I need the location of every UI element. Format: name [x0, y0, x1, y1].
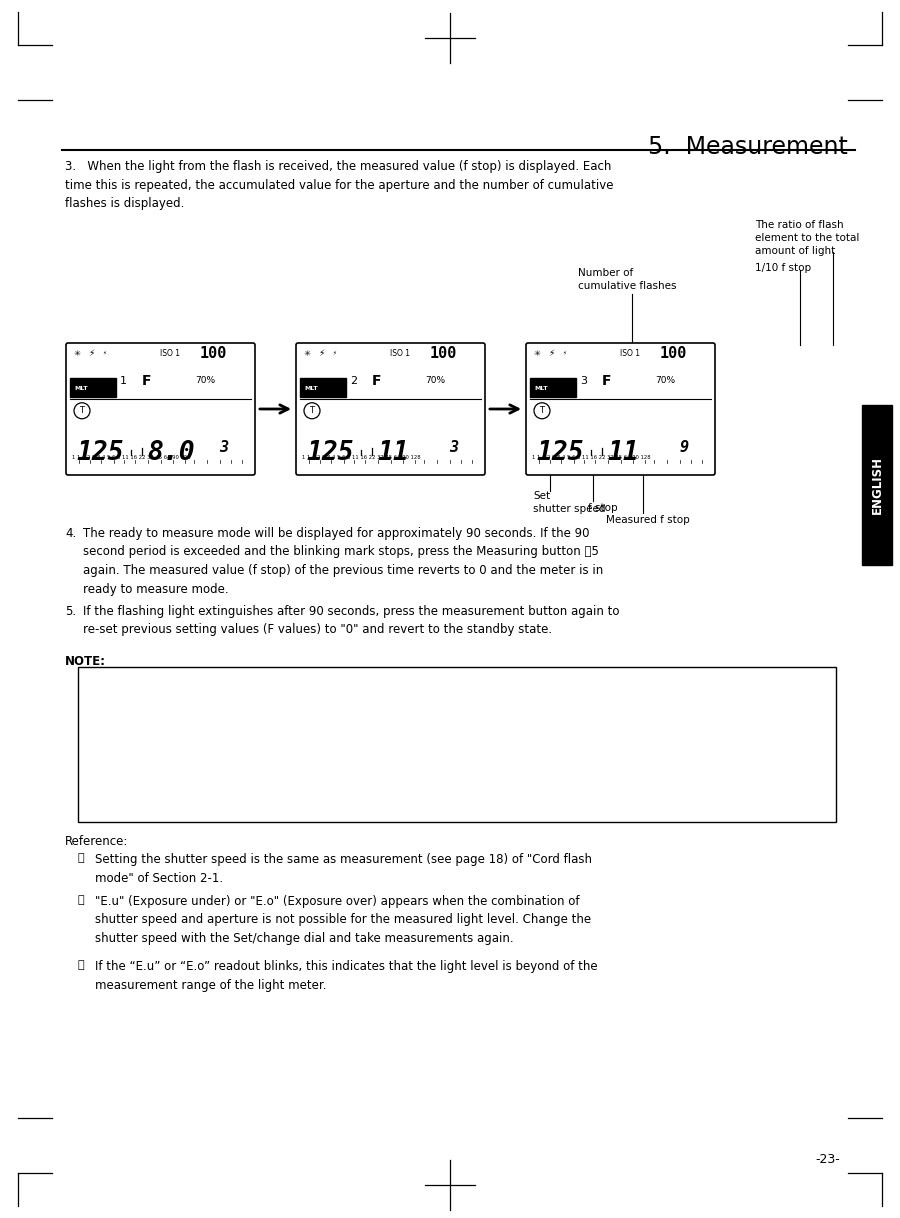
Text: ・: ・ [78, 895, 85, 905]
Text: T: T [539, 407, 544, 415]
Text: T: T [310, 407, 314, 415]
Bar [530, 379, 576, 397]
Text: 11: 11 [378, 440, 410, 465]
Text: 100: 100 [429, 346, 456, 361]
Text: ・: ・ [78, 960, 85, 970]
Text: 4.: 4. [65, 527, 76, 540]
Text: The ratio of flash
element to the total
amount of light: The ratio of flash element to the total … [755, 220, 860, 257]
Text: •  When firing a flash, if the flash brightness is low compared to the ambient l: • When firing a flash, if the flash brig… [88, 677, 628, 727]
Text: ✳: ✳ [73, 348, 80, 358]
Text: 125: 125 [306, 440, 354, 465]
Text: ⚡: ⚡ [88, 348, 94, 358]
Text: 3: 3 [450, 440, 459, 456]
Text: NOTE:: NOTE: [65, 655, 106, 667]
Text: 1 1.4 2 2.8 4 5.6 8 11 16 22 32 45 64 90 128: 1 1.4 2 2.8 4 5.6 8 11 16 22 32 45 64 90… [72, 456, 191, 460]
Text: MLT: MLT [304, 386, 318, 391]
Text: 70%: 70% [655, 376, 676, 385]
Text: ISO 1: ISO 1 [391, 348, 410, 358]
Text: 3.   When the light from the flash is received, the measured value (f stop) is d: 3. When the light from the flash is rece… [65, 160, 614, 209]
Text: 1 1.4 2 2.8 4 5.6 8 11 16 22 32 45 64 90 128: 1 1.4 2 2.8 4 5.6 8 11 16 22 32 45 64 90… [532, 456, 651, 460]
Text: ⚡: ⚡ [103, 351, 107, 356]
Text: F: F [142, 374, 151, 387]
Text: 125: 125 [536, 440, 583, 465]
Text: 8.0: 8.0 [148, 440, 195, 465]
Text: ⚡: ⚡ [333, 351, 337, 356]
Text: 9: 9 [680, 440, 688, 456]
Text: MLT: MLT [75, 386, 88, 391]
Text: 70%: 70% [195, 376, 216, 385]
Text: 5.  Measurement: 5. Measurement [648, 135, 848, 160]
Text: Set
shutter speed: Set shutter speed [533, 491, 606, 514]
Text: ✳: ✳ [533, 348, 540, 358]
Text: "E.u" (Exposure under) or "E.o" (Exposure over) appears when the combination of
: "E.u" (Exposure under) or "E.o" (Exposur… [95, 895, 591, 945]
Text: 1: 1 [120, 376, 127, 386]
Text: f stop: f stop [588, 503, 617, 513]
Text: ISO 1: ISO 1 [160, 348, 181, 358]
Text: 3: 3 [220, 440, 229, 456]
FancyBboxPatch shape [66, 343, 255, 475]
Text: Measured f stop: Measured f stop [606, 515, 689, 525]
Bar [862, 406, 892, 565]
Text: 1/10 f stop: 1/10 f stop [755, 263, 811, 273]
Text: 5.: 5. [65, 605, 76, 618]
Text: ✳: ✳ [303, 348, 310, 358]
Text: Number of
cumulative flashes: Number of cumulative flashes [578, 268, 677, 291]
Text: The ready to measure mode will be displayed for approximately 90 seconds. If the: The ready to measure mode will be displa… [83, 527, 603, 596]
Text: 70%: 70% [426, 376, 446, 385]
Text: ・: ・ [78, 853, 85, 864]
Text: F: F [372, 374, 382, 387]
Text: ISO 1: ISO 1 [620, 348, 641, 358]
Bar [300, 379, 346, 397]
Text: 100: 100 [200, 346, 227, 361]
Text: ⚡: ⚡ [548, 348, 554, 358]
Text: F: F [602, 374, 611, 387]
Text: •  Rapid start fluorescent lamps and special lighting are sometimes mistaken for: • Rapid start fluorescent lamps and spec… [88, 742, 602, 792]
Text: ⚡: ⚡ [318, 348, 324, 358]
Text: MLT: MLT [535, 386, 548, 391]
Text: 100: 100 [660, 346, 687, 361]
Bar [78, 667, 836, 822]
Bar [70, 379, 116, 397]
Text: If the flashing light extinguishes after 90 seconds, press the measurement butto: If the flashing light extinguishes after… [83, 605, 619, 637]
Text: ⚡: ⚡ [563, 351, 567, 356]
Text: T: T [79, 407, 85, 415]
Text: 1 1.4 2 2.8 4 5.6 8 11 16 22 32 45 64 90 128: 1 1.4 2 2.8 4 5.6 8 11 16 22 32 45 64 90… [302, 456, 420, 460]
Text: 125: 125 [76, 440, 123, 465]
Text: 2: 2 [350, 376, 357, 386]
Text: Reference:: Reference: [65, 836, 129, 848]
FancyBboxPatch shape [296, 343, 485, 475]
FancyBboxPatch shape [526, 343, 715, 475]
Text: 11: 11 [608, 440, 639, 465]
Text: -23-: -23- [815, 1153, 840, 1166]
Text: Setting the shutter speed is the same as measurement (see page 18) of "Cord flas: Setting the shutter speed is the same as… [95, 853, 592, 884]
Text: 3: 3 [580, 376, 587, 386]
Text: If the “E.u” or “E.o” readout blinks, this indicates that the light level is bey: If the “E.u” or “E.o” readout blinks, th… [95, 960, 598, 991]
Text: ENGLISH: ENGLISH [870, 456, 884, 514]
